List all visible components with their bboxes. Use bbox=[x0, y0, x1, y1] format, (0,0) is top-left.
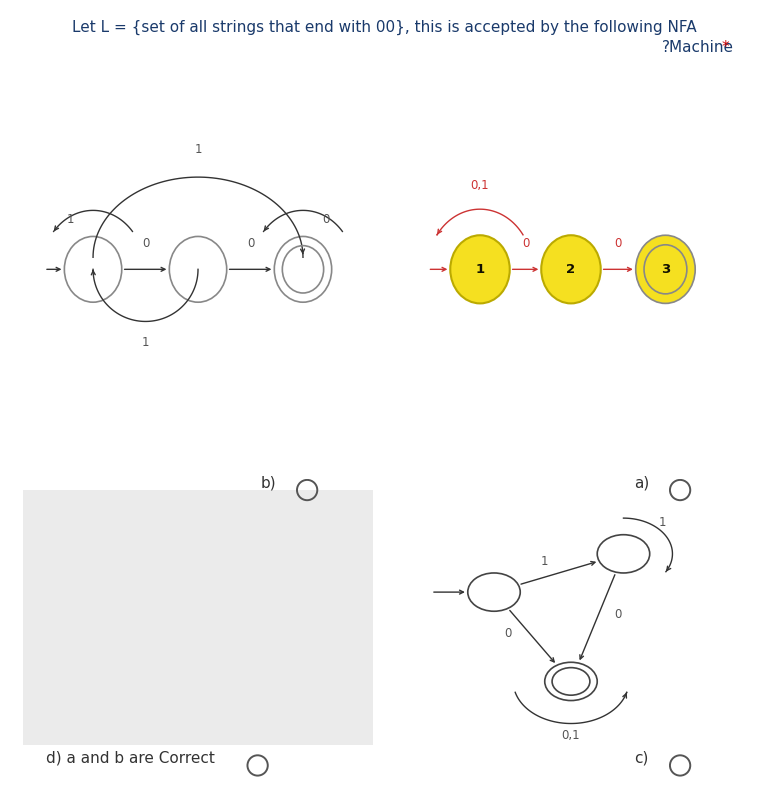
FancyBboxPatch shape bbox=[392, 488, 750, 748]
Text: Let L = {set of all strings that end with 00}, this is accepted by the following: Let L = {set of all strings that end wit… bbox=[72, 20, 697, 36]
Text: 0,1: 0,1 bbox=[471, 179, 489, 192]
Circle shape bbox=[65, 237, 122, 302]
FancyBboxPatch shape bbox=[392, 65, 750, 474]
Circle shape bbox=[541, 235, 601, 304]
Text: 0: 0 bbox=[614, 237, 622, 250]
Text: 0,1: 0,1 bbox=[561, 729, 581, 742]
Text: 1: 1 bbox=[195, 143, 201, 156]
Text: 0: 0 bbox=[504, 627, 511, 640]
Text: 0: 0 bbox=[322, 213, 329, 226]
Text: 3: 3 bbox=[661, 262, 670, 276]
Circle shape bbox=[169, 237, 227, 302]
Circle shape bbox=[468, 573, 521, 612]
Circle shape bbox=[275, 237, 331, 302]
Text: 1: 1 bbox=[141, 335, 149, 348]
Text: d) a and b are Correct: d) a and b are Correct bbox=[46, 751, 215, 766]
Text: *: * bbox=[722, 40, 734, 56]
Text: 1: 1 bbox=[541, 556, 548, 569]
FancyBboxPatch shape bbox=[19, 488, 377, 748]
Circle shape bbox=[636, 235, 695, 304]
Text: 0: 0 bbox=[141, 237, 149, 250]
Circle shape bbox=[598, 535, 650, 573]
Text: c): c) bbox=[634, 751, 648, 766]
Text: 1: 1 bbox=[475, 262, 484, 276]
Circle shape bbox=[451, 235, 510, 304]
Text: b): b) bbox=[261, 475, 277, 491]
Text: 2: 2 bbox=[567, 262, 575, 276]
FancyBboxPatch shape bbox=[19, 65, 377, 474]
Text: 0: 0 bbox=[247, 237, 255, 250]
Text: 1: 1 bbox=[67, 213, 74, 226]
Text: 1: 1 bbox=[658, 516, 666, 529]
Text: 0: 0 bbox=[522, 237, 529, 250]
Text: ?Machine: ?Machine bbox=[662, 40, 734, 56]
Circle shape bbox=[544, 663, 598, 701]
Text: a): a) bbox=[634, 475, 649, 491]
Text: 0: 0 bbox=[614, 608, 622, 620]
